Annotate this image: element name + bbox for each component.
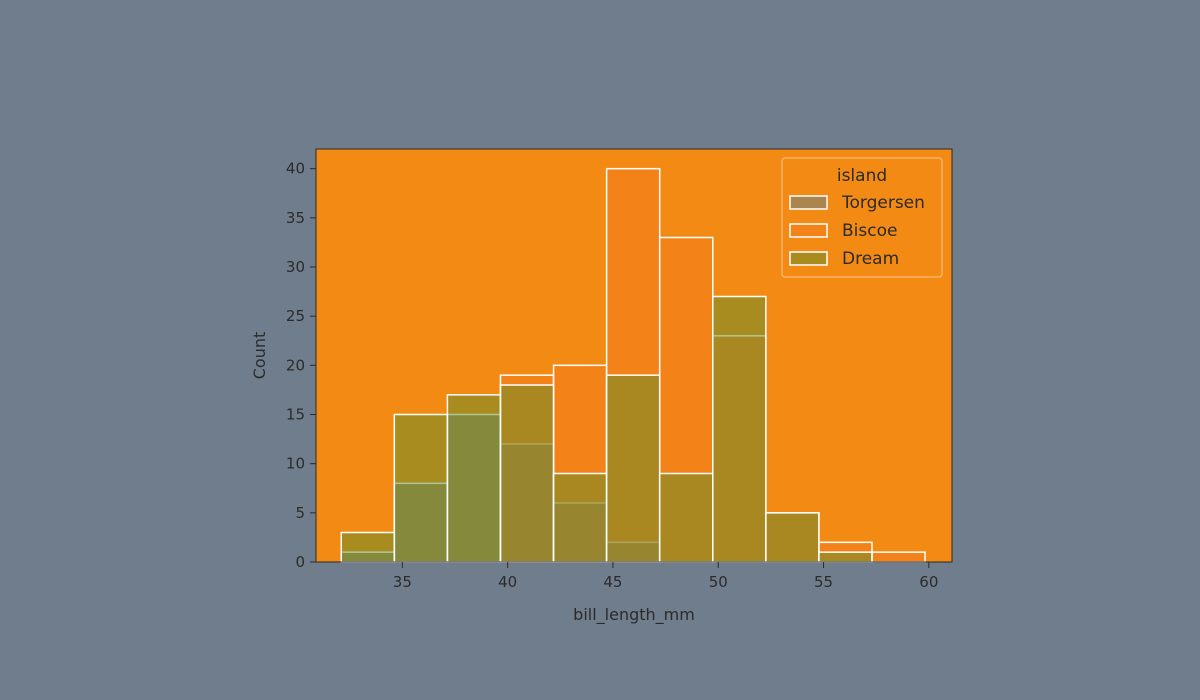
x-tick-label: 55: [814, 573, 833, 591]
series-dream: [340, 295, 873, 563]
x-axis-label: bill_length_mm: [573, 605, 695, 625]
y-axis: 0 5 10 15 20 25 30 35 40: [286, 160, 316, 571]
y-tick-label: 10: [286, 455, 305, 473]
legend-box: [781, 157, 943, 278]
legend-items: Torgersen Biscoe Dream: [789, 193, 925, 269]
legend-item-biscoe: Biscoe: [789, 221, 897, 241]
bar-dream: [765, 512, 820, 563]
bars-layer: [340, 167, 926, 563]
bar-dream: [658, 472, 714, 563]
x-tick-label: 40: [498, 573, 517, 591]
bar-dream: [393, 413, 449, 563]
legend-label: Biscoe: [842, 221, 897, 241]
x-tick-label: 45: [603, 573, 622, 591]
x-axis: 35 40 45 50 55 60: [393, 562, 938, 591]
legend-item-dream: Dream: [789, 249, 899, 269]
bar-dream: [818, 551, 873, 563]
y-axis-label: Count: [250, 332, 269, 380]
legend-title: island: [837, 166, 887, 186]
y-tick-label: 5: [295, 504, 305, 522]
bar-dream: [446, 394, 502, 563]
bar-biscoe: [871, 551, 926, 563]
legend-label: Torgersen: [841, 193, 925, 213]
legend-swatch: [789, 251, 828, 266]
bar-dream: [340, 531, 396, 563]
legend-swatch: [789, 195, 828, 210]
y-tick-label: 15: [286, 406, 305, 424]
legend-label: Dream: [842, 249, 899, 269]
y-tick-label: 25: [286, 307, 305, 325]
x-tick-label: 35: [393, 573, 412, 591]
x-tick-label: 60: [919, 573, 938, 591]
y-tick-label: 20: [286, 356, 305, 374]
y-tick-label: 40: [286, 160, 305, 178]
bar-dream: [499, 384, 555, 563]
legend: island Torgersen Biscoe Dream: [781, 157, 943, 278]
y-tick-label: 30: [286, 258, 305, 276]
bar-dream: [605, 374, 661, 563]
plot-frame: [315, 148, 953, 563]
legend-item-torgersen: Torgersen: [789, 193, 925, 213]
legend-swatch: [789, 223, 828, 238]
y-tick-label: 35: [286, 209, 305, 227]
bar-dream: [712, 295, 767, 563]
bar-dream: [552, 472, 608, 563]
y-tick-label: 0: [295, 553, 305, 571]
x-tick-label: 50: [709, 573, 728, 591]
